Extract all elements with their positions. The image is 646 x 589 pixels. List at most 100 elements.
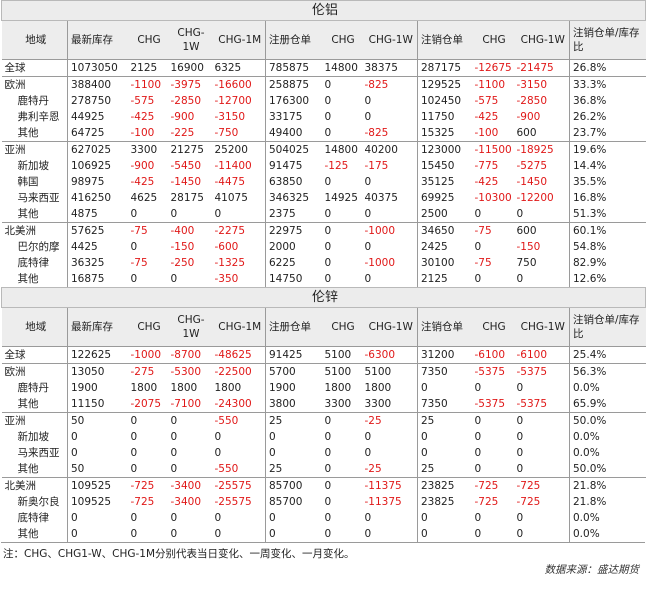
value-cell: 0 (324, 110, 332, 123)
value-cell: -12200 (513, 190, 570, 206)
value-cell: 0 (421, 430, 428, 443)
value-cell: -11375 (361, 477, 418, 494)
column-header: 注销仓单 (417, 307, 472, 347)
value-cell: 0 (321, 412, 362, 429)
value-cell: 0 (130, 207, 138, 220)
value-cell: 0 (170, 527, 178, 540)
footnote: 注：CHG、CHG1-W、CHG-1M分别代表当日变化、一周变化、一月变化。 (1, 542, 645, 562)
value-cell: -5375 (513, 396, 570, 413)
table-row: 欧洲 13050 -275 -5300 -22500 5700 5100 5100 7350 -5… (1, 363, 646, 380)
region-cell: 马来西亚 (1, 445, 68, 461)
table-row: 新奥尔良 109525 -725 -3400 -25575 85700 0 -11375 238… (1, 494, 646, 510)
value-cell: 0 (474, 207, 482, 220)
value-cell: 0 (324, 94, 332, 107)
value-cell: 16.8% (573, 191, 607, 204)
table-row: 鹿特丹 1900 1800 1800 1800 1900 1800 1800 0 0 0 0.0% (1, 380, 646, 396)
value-cell: -750 (211, 125, 266, 142)
value-cell: 0 (130, 446, 138, 459)
value-cell: 0 (269, 430, 276, 443)
column-header: 注册仓单 (265, 20, 322, 60)
value-cell: 50.0% (573, 462, 607, 475)
column-header: 最新库存 (67, 307, 128, 347)
value-cell: -550 (211, 461, 266, 478)
value-cell: 0 (211, 429, 266, 445)
value-cell: 0 (130, 462, 138, 475)
region-cell: 其他 (1, 271, 68, 287)
column-header: 注销仓单 (417, 20, 472, 60)
value-cell: 11150 (71, 397, 105, 410)
value-cell: 25 (269, 462, 283, 475)
table-row: 新加坡 0 0 0 0 0 0 0 0 0 0 0.0% (1, 429, 646, 445)
value-cell: -25 (361, 412, 418, 429)
report-container: 伦铝 地域 最新库存 CHG CHG-1W CHG-1M 注册仓单 CHG CHG-1W 注销仓单… (0, 0, 646, 576)
value-cell: 0 (361, 445, 418, 461)
value-cell: -425 (474, 175, 499, 188)
value-cell: 25 (421, 462, 435, 475)
table-row: 底特律 36325 -75 -250 -1325 6225 0 -1000 30100 -75 75… (1, 255, 646, 271)
value-cell: 0 (321, 477, 362, 494)
value-cell: -3400 (170, 495, 202, 508)
value-cell: -725 (513, 494, 570, 510)
value-cell: 91475 (269, 159, 303, 172)
value-cell: 0 (513, 510, 570, 526)
value-cell: 0 (324, 511, 332, 524)
region-cell: 新奥尔良 (1, 494, 68, 510)
value-cell: 50 (71, 462, 85, 475)
column-header: CHG-1W (167, 307, 212, 347)
table-row: 北美洲 109525 -725 -3400 -25575 85700 0 -11375 2382… (1, 477, 646, 494)
value-cell: -550 (211, 412, 266, 429)
table-row: 全球 122625 -1000 -8700 -48625 91425 5100 -6300 31… (1, 346, 646, 364)
value-cell: 0 (361, 174, 418, 190)
region-cell: 韩国 (1, 174, 68, 190)
value-cell: -2075 (130, 397, 162, 410)
value-cell: -12700 (211, 93, 266, 109)
table-row: 全球 1073050 2125 16900 6325 785875 14800 38375 28… (1, 59, 646, 77)
value-cell: 0 (361, 239, 418, 255)
region-cell: 鹿特丹 (1, 380, 68, 396)
region-cell: 全球 (1, 346, 68, 364)
value-cell: 3800 (269, 397, 296, 410)
value-cell: 0 (324, 272, 332, 285)
value-cell: 1900 (269, 381, 296, 394)
value-cell: 11750 (421, 110, 455, 123)
value-cell: 0 (361, 429, 418, 445)
value-cell: 0 (167, 412, 212, 429)
value-cell: 50.0% (569, 412, 646, 429)
value-cell: 0 (170, 430, 178, 443)
value-cell: 0 (211, 526, 266, 542)
value-cell: -1000 (361, 255, 418, 271)
data-source: 数据来源：盛达期货 (544, 564, 640, 576)
value-cell: -3975 (167, 76, 212, 93)
value-cell: 14800 (324, 61, 358, 74)
value-cell: 5100 (324, 348, 352, 361)
value-cell: -10300 (474, 191, 512, 204)
table-row: 欧洲 388400 -1100 -3975 -16600 258875 0 -825 12952… (1, 76, 646, 93)
value-cell: 36.8% (573, 94, 607, 107)
column-header: 地域 (1, 307, 68, 347)
value-cell: 57625 (67, 222, 128, 239)
value-cell: -1100 (471, 76, 514, 93)
value-cell: 0 (130, 527, 138, 540)
value-cell: -350 (211, 271, 266, 287)
value-cell: 0 (170, 446, 178, 459)
value-cell: 98975 (71, 175, 105, 188)
value-cell: 504025 (265, 141, 322, 158)
region-cell: 北美洲 (1, 222, 68, 239)
table-row: 弗利辛恩 44925 -425 -900 -3150 33175 0 0 11750 -425 -9… (1, 109, 646, 125)
column-header: CHG (127, 20, 168, 60)
value-cell: 69925 (421, 191, 455, 204)
value-cell: 35.5% (573, 175, 607, 188)
value-cell: 0 (71, 527, 78, 540)
table-row: 北美洲 57625 -75 -400 -2275 22975 0 -1000 34650 -75 6… (1, 222, 646, 239)
value-cell: 2125 (421, 272, 448, 285)
value-cell: -21475 (513, 59, 570, 77)
column-header: 注销仓单/库存比 (569, 20, 646, 60)
region-cell: 底特律 (1, 255, 68, 271)
column-header: CHG-1W (513, 307, 570, 347)
value-cell: -575 (474, 94, 499, 107)
value-cell: 6225 (269, 256, 296, 269)
column-header: CHG-1W (513, 20, 570, 60)
value-cell: 0 (421, 446, 428, 459)
column-header: 注册仓单 (265, 307, 322, 347)
value-cell: -25575 (211, 477, 266, 494)
